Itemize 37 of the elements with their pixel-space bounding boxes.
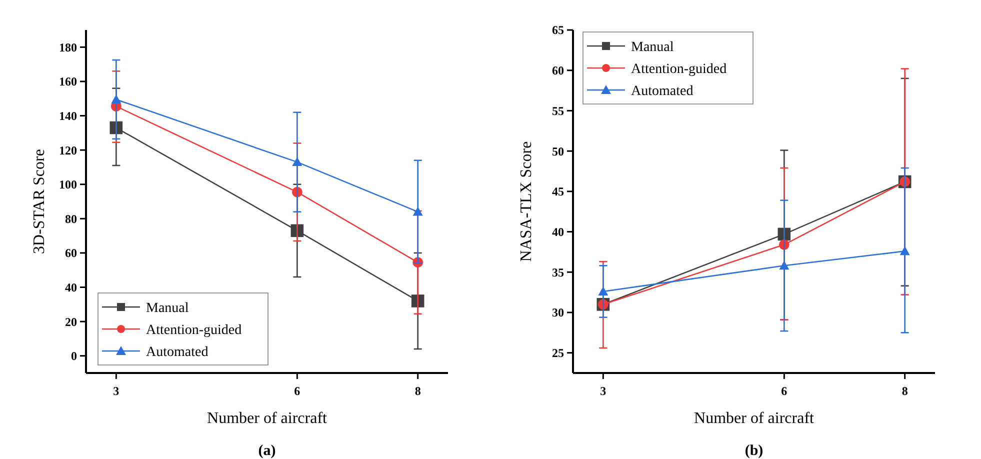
legend-label: Attention-guided	[146, 322, 242, 338]
x-tick-label: 8	[414, 384, 421, 398]
y-tick-label: 45	[552, 184, 564, 199]
x-axis-title: Number of aircraft	[694, 410, 815, 427]
x-tick-label: 6	[294, 384, 300, 398]
y-tick-label: 20	[65, 314, 77, 329]
y-tick-label: 30	[552, 306, 564, 320]
y-tick-label: 140	[59, 108, 77, 123]
y-tick-label: 60	[65, 246, 77, 260]
y-tick-label: 65	[552, 23, 564, 38]
y-axis-title: 3D-STAR Score	[31, 149, 48, 254]
y-tick-label: 60	[552, 64, 564, 78]
x-tick-label: 6	[781, 384, 788, 398]
y-tick-label: 180	[59, 40, 77, 54]
x-axis-title: Number of aircraft	[207, 410, 328, 427]
legend-label: Automated	[146, 344, 208, 360]
y-tick-label: 120	[59, 143, 77, 158]
y-axis-title: NASA-TLX Score	[518, 141, 535, 262]
text: (b)	[744, 443, 764, 459]
x-tick-label: 8	[902, 384, 908, 398]
legend-label: Manual	[631, 40, 674, 55]
x-tick-label: 3	[113, 384, 120, 398]
y-tick-label: 80	[65, 212, 77, 226]
x-tick-label: 3	[600, 384, 606, 398]
y-tick-label: 25	[552, 346, 564, 360]
y-tick-label: 35	[552, 265, 564, 280]
y-tick-label: 40	[552, 224, 564, 239]
legend-label: Attention-guided	[631, 62, 727, 77]
legend-label: Automated	[631, 84, 694, 99]
y-tick-label: 160	[59, 74, 77, 89]
y-tick-label: 55	[552, 104, 564, 118]
y-tick-label: 0	[71, 349, 77, 364]
text: (a)	[258, 443, 276, 459]
y-tick-label: 50	[552, 144, 564, 158]
legend-label: Manual	[146, 300, 189, 316]
y-tick-label: 40	[65, 280, 77, 294]
y-tick-label: 100	[59, 178, 77, 192]
